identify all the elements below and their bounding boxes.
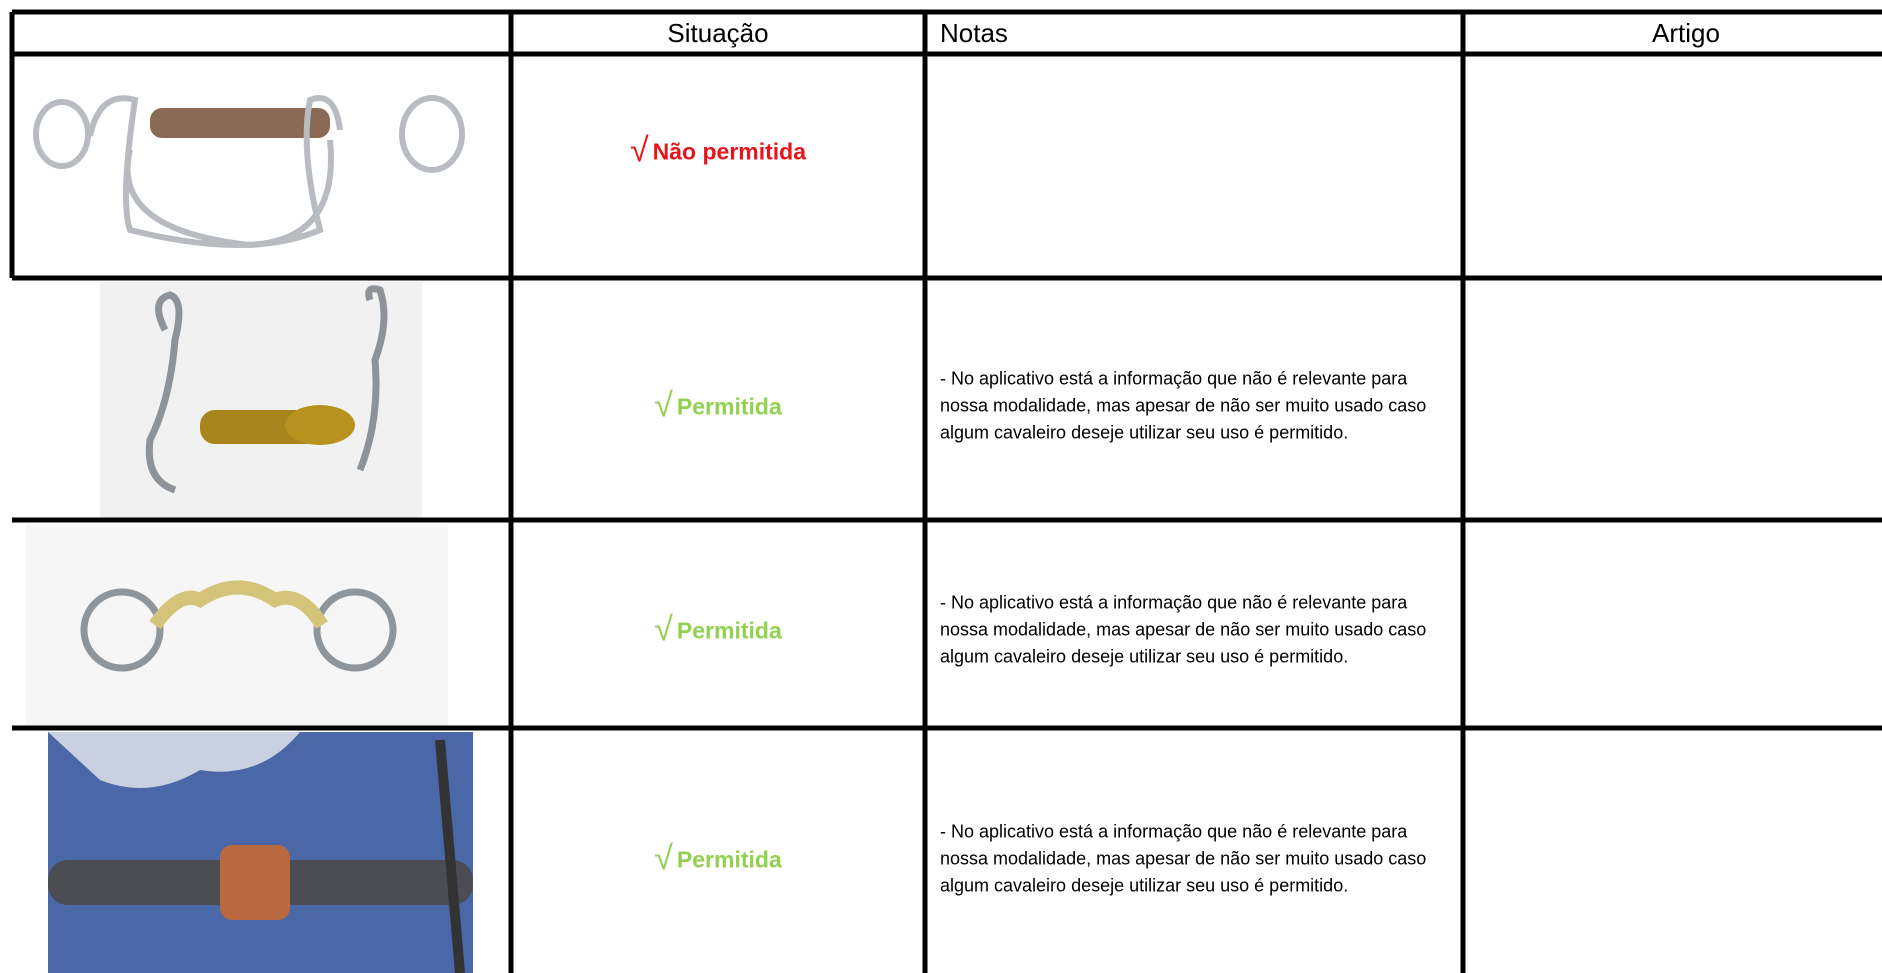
header-cell: Artigo <box>1652 18 1720 48</box>
bit-image-3 <box>26 524 448 728</box>
bit-image-2-shape <box>145 285 388 494</box>
check-mark: √ <box>654 386 673 425</box>
note-text: - No aplicativo está a informação que nã… <box>940 821 1427 896</box>
header-cell: Situação <box>667 18 769 48</box>
check-mark: √ <box>629 131 649 170</box>
status-cell: √ Permitida <box>511 611 925 650</box>
header-cell: Notas <box>940 18 1008 48</box>
status-cell: √ Permitida <box>511 840 925 879</box>
status-text: Permitida <box>676 393 782 420</box>
status-cell: √ Permitida <box>511 387 925 426</box>
status-text: Não permitida <box>652 138 807 165</box>
table-grid <box>9 9 1882 973</box>
bit-image-3-shape <box>80 580 397 672</box>
note-text: - No aplicativo está a informação que nã… <box>940 592 1427 667</box>
check-mark: √ <box>654 610 673 649</box>
bit-image-4-shape <box>48 732 473 973</box>
note-text: - No aplicativo está a informação que nã… <box>940 368 1427 443</box>
check-mark: √ <box>654 839 673 878</box>
status-cell: √ Não permitida <box>511 132 925 171</box>
status-text: Permitida <box>676 617 782 644</box>
bit-image-1 <box>33 95 465 249</box>
status-text: Permitida <box>676 846 782 873</box>
